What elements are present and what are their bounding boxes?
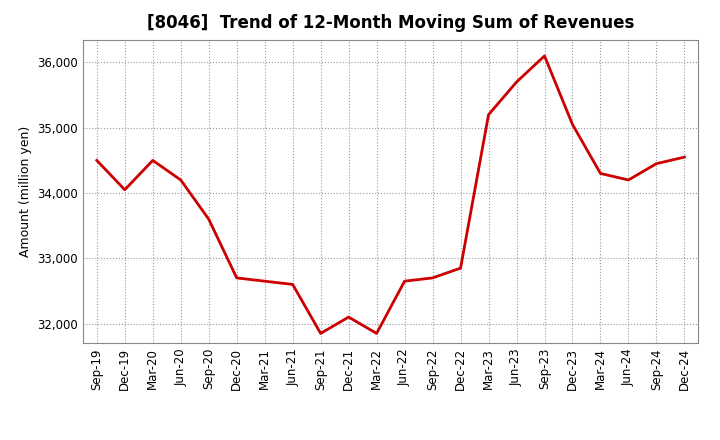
- Y-axis label: Amount (million yen): Amount (million yen): [19, 126, 32, 257]
- Title: [8046]  Trend of 12-Month Moving Sum of Revenues: [8046] Trend of 12-Month Moving Sum of R…: [147, 15, 634, 33]
